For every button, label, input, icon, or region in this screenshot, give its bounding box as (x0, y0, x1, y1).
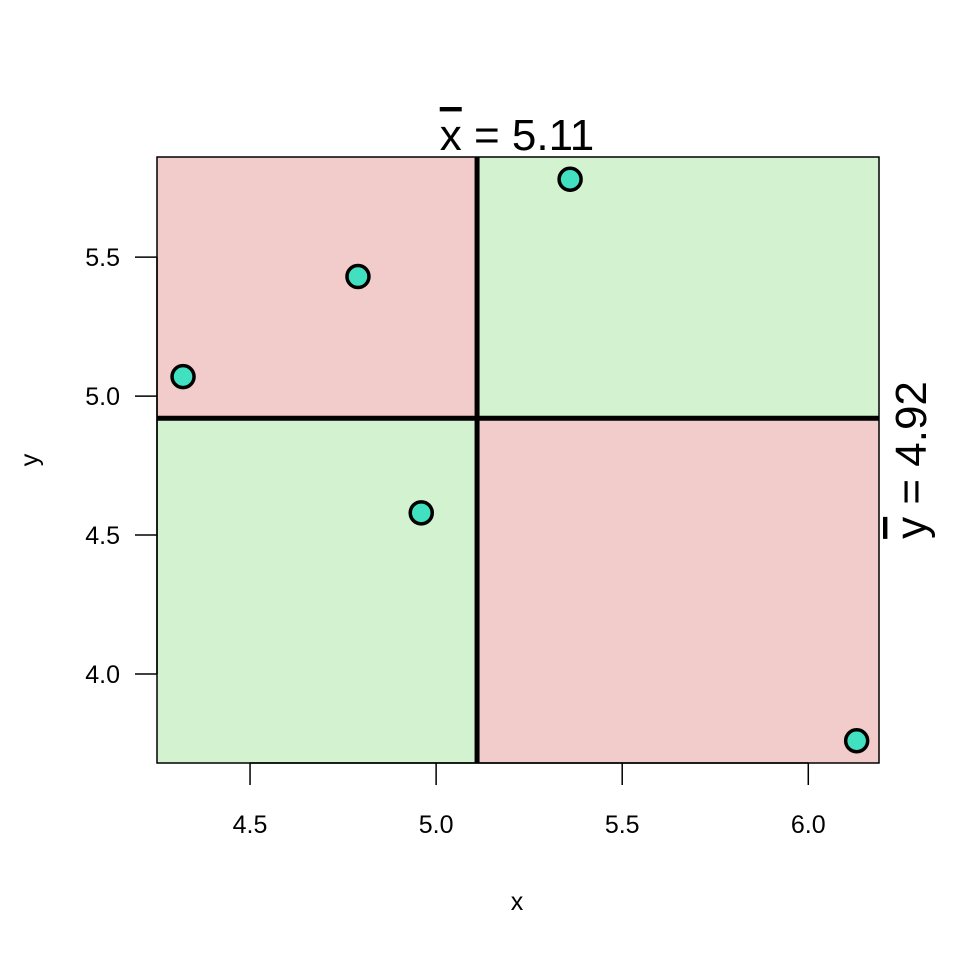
mean-lines (157, 157, 879, 763)
y-axis-label: y (16, 453, 44, 466)
quadrant-backgrounds (157, 157, 879, 763)
x-mean-label: x = 5.11 (440, 111, 595, 160)
y-tick-label: 4.5 (85, 522, 120, 550)
quadrant-bottom-left (157, 418, 478, 763)
x-axis: 4.5 5.0 5.5 6.0 (233, 762, 826, 839)
x-tick-label: 5.5 (605, 811, 640, 839)
x-tick-label: 6.0 (791, 811, 826, 839)
quadrant-bottom-right (477, 418, 879, 763)
y-axis: 4.0 4.5 5.0 5.5 (85, 244, 158, 689)
y-tick-label: 5.5 (85, 244, 120, 272)
quadrant-top-right (477, 157, 879, 419)
data-point-2 (345, 263, 371, 290)
data-point-3 (408, 500, 434, 526)
y-tick-label: 4.0 (85, 661, 120, 689)
y-tick-label: 5.0 (85, 383, 120, 411)
x-tick-label: 4.5 (233, 811, 268, 839)
data-point-5 (843, 728, 870, 754)
quadrant-top-left (157, 157, 478, 419)
x-tick-label: 5.0 (419, 811, 454, 839)
data-point-4 (557, 166, 583, 192)
x-axis-label: x (511, 888, 524, 916)
mean-symbol: y (887, 517, 936, 539)
y-mean-label: y = 4.92 (887, 381, 936, 539)
data-point-1 (170, 363, 196, 390)
mean-symbol: x (440, 111, 462, 160)
data-points (170, 166, 870, 754)
